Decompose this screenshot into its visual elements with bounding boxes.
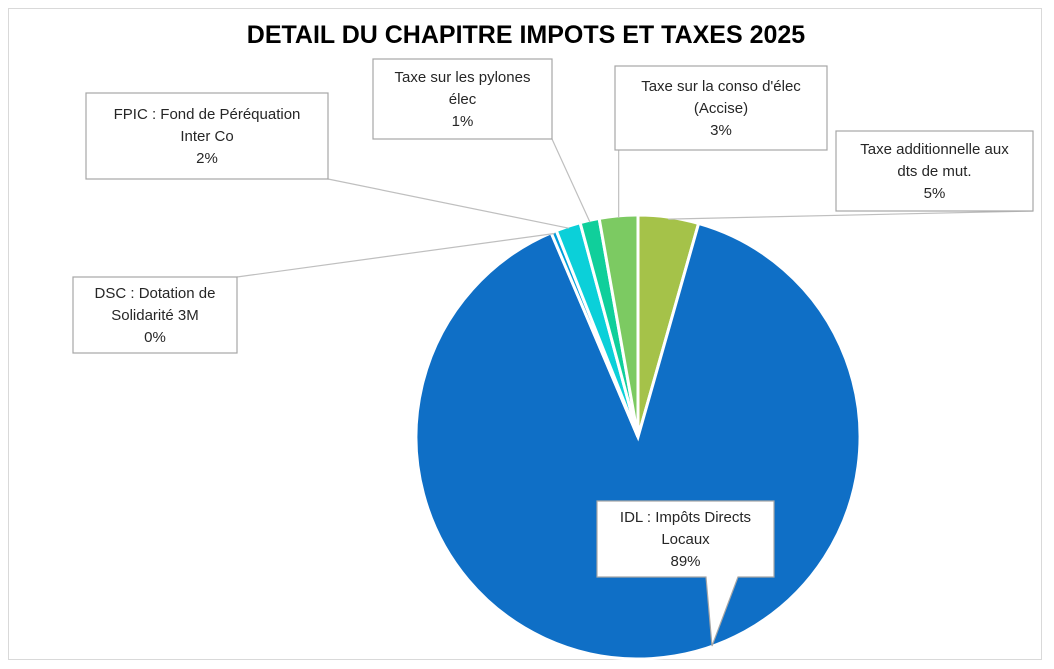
leader-line: [668, 210, 1034, 220]
pie-chart: DETAIL DU CHAPITRE IMPOTS ET TAXES 2025 …: [72, 21, 1034, 661]
data-label-category: Solidarité 3M: [111, 307, 199, 324]
data-label-category: Inter Co: [180, 128, 233, 145]
data-label: FPIC : Fond de Péréquation Inter Co 2%: [85, 92, 329, 180]
leader-line: [327, 178, 569, 229]
data-label-category: Locaux: [661, 531, 710, 548]
leader-line: [236, 232, 555, 278]
callout-box: [72, 276, 238, 354]
data-label-category: dts de mut.: [897, 163, 971, 180]
data-label: DSC : Dotation de Solidarité 3M 0%: [72, 276, 238, 354]
data-label-category: FPIC : Fond de Péréquation: [114, 106, 301, 123]
data-label-percent: 5%: [924, 185, 946, 202]
data-label: Taxe additionnelle aux dts de mut. 5%: [835, 130, 1034, 212]
data-label-percent: 2%: [196, 150, 218, 167]
callout-box: [372, 58, 553, 140]
data-label: Taxe sur les pylones élec 1%: [372, 58, 553, 140]
data-label-category: IDL : Impôts Directs: [620, 509, 751, 526]
data-label-category: DSC : Dotation de: [95, 285, 216, 302]
data-label-category: Taxe additionnelle aux: [860, 141, 1009, 158]
data-label-category: élec: [449, 91, 477, 108]
data-labels: Taxe additionnelle aux dts de mut. 5% IDL :…: [72, 58, 1034, 647]
chart-area: DETAIL DU CHAPITRE IMPOTS ET TAXES 2025 …: [8, 8, 1042, 661]
data-label: IDL : Impôts Directs Locaux 89%: [596, 500, 775, 647]
chart-title: DETAIL DU CHAPITRE IMPOTS ET TAXES 2025: [247, 21, 806, 49]
data-label-percent: 89%: [670, 553, 700, 570]
data-label: Taxe sur la conso d'élec (Accise) 3%: [614, 65, 828, 151]
callout-box: [85, 92, 329, 180]
callout-box: [614, 65, 828, 151]
callout-box: [596, 500, 775, 647]
leader-line: [551, 138, 591, 223]
callout-box: [835, 130, 1034, 212]
data-label-category: Taxe sur la conso d'élec: [641, 78, 801, 95]
pie-slices: [414, 213, 862, 661]
leader-lines: [236, 138, 1034, 278]
data-label-category: (Accise): [694, 100, 748, 117]
data-label-category: Taxe sur les pylones: [395, 69, 531, 86]
data-label-percent: 0%: [144, 329, 166, 346]
data-label-percent: 1%: [452, 113, 474, 130]
data-label-percent: 3%: [710, 122, 732, 139]
